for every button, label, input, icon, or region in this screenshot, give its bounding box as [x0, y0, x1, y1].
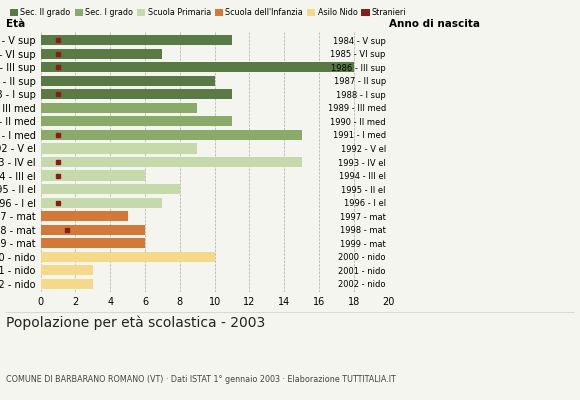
- Bar: [41, 130, 302, 140]
- Bar: [41, 238, 145, 248]
- Bar: [41, 279, 93, 289]
- Bar: [41, 143, 197, 154]
- Text: Anno di nascita: Anno di nascita: [389, 19, 480, 29]
- Bar: [41, 48, 162, 59]
- Bar: [41, 252, 215, 262]
- Bar: [41, 184, 180, 194]
- Bar: [41, 35, 232, 45]
- Legend: Sec. II grado, Sec. I grado, Scuola Primaria, Scuola dell'Infanzia, Asilo Nido, : Sec. II grado, Sec. I grado, Scuola Prim…: [10, 8, 407, 17]
- Bar: [41, 170, 145, 181]
- Bar: [41, 116, 232, 126]
- Bar: [41, 225, 145, 235]
- Bar: [41, 76, 215, 86]
- Text: Età: Età: [6, 19, 25, 29]
- Bar: [41, 198, 162, 208]
- Bar: [41, 211, 128, 221]
- Text: COMUNE DI BARBARANO ROMANO (VT) · Dati ISTAT 1° gennaio 2003 · Elaborazione TUTT: COMUNE DI BARBARANO ROMANO (VT) · Dati I…: [6, 375, 396, 384]
- Bar: [41, 89, 232, 99]
- Bar: [41, 157, 302, 167]
- Bar: [41, 103, 197, 113]
- Bar: [41, 62, 354, 72]
- Bar: [41, 265, 93, 276]
- Text: Popolazione per età scolastica - 2003: Popolazione per età scolastica - 2003: [6, 316, 265, 330]
